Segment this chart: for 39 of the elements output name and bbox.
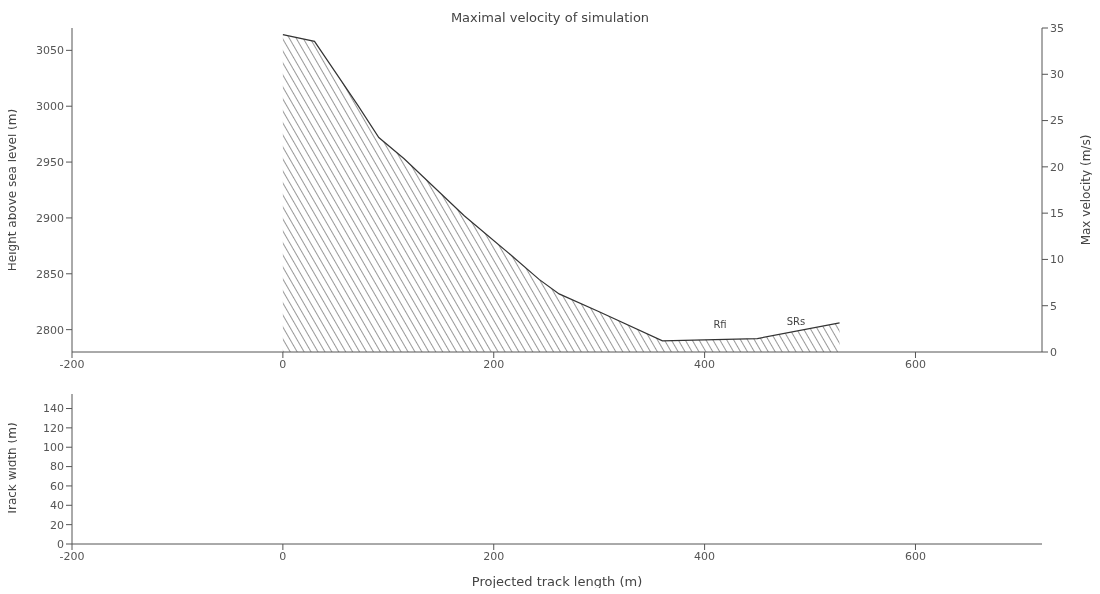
- x-tick-label: -200: [59, 549, 85, 563]
- y2-tick-label: 15: [1050, 207, 1064, 221]
- y2-tick-label: 0: [1050, 345, 1057, 359]
- y-tick-label: 2950: [36, 155, 64, 169]
- x-tick-label: 600: [904, 549, 926, 563]
- y2-tick-label: 20: [1050, 160, 1064, 174]
- y2-tick-label: 10: [1050, 253, 1064, 267]
- y2-tick-label: 35: [1050, 21, 1064, 35]
- y-axis-title: Track width (m): [5, 422, 20, 517]
- y-tick-label: 20: [50, 518, 64, 532]
- y-tick-label: 140: [43, 402, 64, 416]
- y-tick-label: 40: [50, 499, 64, 513]
- y2-axis-title: Max velocity (m/s): [1079, 134, 1094, 246]
- y-tick-label: 120: [43, 421, 64, 435]
- x-tick-label: 200: [483, 549, 505, 563]
- x-tick-label: 0: [279, 357, 287, 371]
- x-tick-label: 200: [483, 357, 505, 371]
- y-tick-label: 0: [57, 537, 64, 551]
- x-tick-label: -200: [59, 357, 85, 371]
- y-tick-label: 60: [50, 479, 64, 493]
- annotation: SRs: [786, 316, 806, 327]
- y2-tick-label: 5: [1050, 299, 1057, 313]
- chart-title: Maximal velocity of simulation: [450, 10, 650, 25]
- annotation: Rfi: [713, 319, 727, 330]
- y-tick-label: 3000: [36, 100, 64, 114]
- x-axis-title: Projected track length (m): [471, 574, 643, 589]
- y2-tick-label: 25: [1050, 114, 1064, 128]
- y-tick-label: 2850: [36, 267, 64, 281]
- x-tick-label: 400: [694, 357, 716, 371]
- y-tick-label: 80: [50, 460, 64, 474]
- y-tick-label: 2800: [36, 323, 64, 337]
- x-tick-label: 0: [279, 549, 287, 563]
- y-tick-label: 100: [43, 441, 64, 455]
- x-tick-label: 600: [904, 357, 926, 371]
- y2-tick-label: 30: [1050, 68, 1064, 82]
- y-axis-title: Height above sea level (m): [5, 108, 20, 272]
- y-tick-label: 3050: [36, 44, 64, 58]
- x-tick-label: 400: [694, 549, 716, 563]
- y-tick-label: 2900: [36, 211, 64, 225]
